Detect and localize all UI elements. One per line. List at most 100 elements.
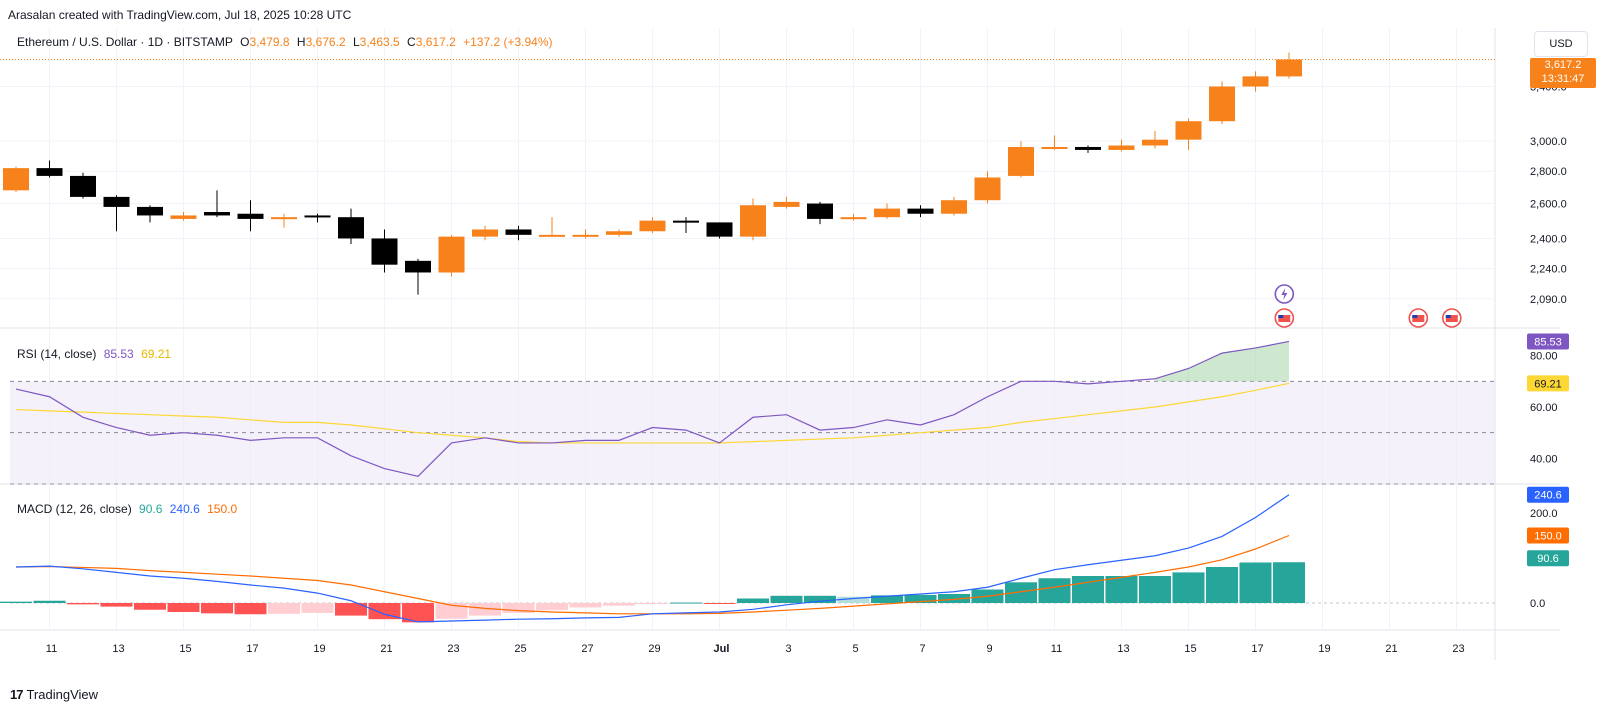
candle-body <box>1008 146 1034 176</box>
macd-histogram-bar <box>1038 578 1071 603</box>
date-tick-label: 29 <box>648 643 660 655</box>
date-tick-label: 3 <box>785 643 791 655</box>
macd-name[interactable]: MACD (12, 26, close) <box>17 502 132 516</box>
candle-body <box>907 208 934 214</box>
macd-histogram-bar <box>770 595 803 603</box>
macd-signal-value: 150.0 <box>207 502 238 516</box>
date-tick-label: 21 <box>1385 643 1397 655</box>
svg-text:150.0: 150.0 <box>1534 531 1562 543</box>
price-tick-label: 2,400.0 <box>1530 233 1567 245</box>
us-flag-event-icon[interactable] <box>1274 308 1295 328</box>
candle-body <box>974 177 1001 201</box>
macd-histogram-bar <box>100 603 133 607</box>
low-value: 3,463.5 <box>359 35 400 49</box>
macd-histogram-bar <box>33 600 66 603</box>
candle-body <box>1276 59 1302 77</box>
currency-button[interactable]: USD <box>1534 31 1588 57</box>
macd-histogram-bar <box>268 603 300 614</box>
candle-body <box>304 215 331 218</box>
macd-histogram-bar <box>569 603 602 608</box>
date-tick-label: 23 <box>447 643 459 655</box>
macd-histogram-bar <box>234 603 267 615</box>
macd-histogram-bar <box>804 595 836 603</box>
us-flag-event-icon[interactable] <box>1408 308 1429 328</box>
rsi-tick-label: 80.00 <box>1530 351 1558 363</box>
candle-body <box>706 222 733 237</box>
open-label: O <box>240 35 250 49</box>
candle-body <box>874 208 900 218</box>
candle-body <box>237 213 264 219</box>
lightning-event-icon[interactable] <box>1274 284 1295 304</box>
symbol-label[interactable]: Ethereum / U.S. Dollar · 1D · BITSTAMP <box>17 35 233 49</box>
candle-body <box>840 217 867 220</box>
macd-histogram-bar <box>871 595 903 603</box>
macd-histogram-bar <box>1105 576 1138 603</box>
macd-histogram-bar <box>469 603 501 616</box>
close-label: C <box>407 35 416 49</box>
macd-histogram-bar <box>402 603 434 623</box>
macd-value-badge: 240.6 <box>1527 486 1569 503</box>
date-tick-label: 5 <box>852 643 858 655</box>
macd-histogram-bar <box>301 603 334 613</box>
macd-histogram-bar <box>904 594 937 603</box>
candle-body <box>204 212 230 216</box>
chart-canvas[interactable]: 2,090.0 2,240.0 2,400.0 2,600.0 2,800.0 3,000… <box>0 0 1600 680</box>
rsi-name[interactable]: RSI (14, close) <box>17 347 97 361</box>
date-tick-label: 27 <box>581 643 593 655</box>
high-label: H <box>296 35 306 49</box>
date-tick-label: 11 <box>46 643 57 655</box>
macd-histogram-bar <box>335 603 367 616</box>
top-bar: Arasalan created with TradingView.com, J… <box>0 0 1600 28</box>
candle-body <box>572 234 599 237</box>
rsi-ma-badge: 69.21 <box>1527 375 1569 392</box>
macd-histogram-bar <box>1273 562 1305 603</box>
candle-body <box>505 229 532 235</box>
price-tick-label: 2,240.0 <box>1530 264 1567 276</box>
macd-histogram-bar <box>837 596 870 603</box>
candle-body <box>606 231 632 235</box>
rsi-value: 85.53 <box>103 347 134 361</box>
macd-histogram-bar <box>1239 562 1272 603</box>
candle-body <box>773 201 800 207</box>
candle-body <box>371 238 398 265</box>
high-value: 3,676.2 <box>305 35 346 49</box>
date-tick-label: 7 <box>919 643 925 655</box>
date-tick-label: 19 <box>1318 643 1330 655</box>
price-tick-label: 2,600.0 <box>1530 199 1567 211</box>
macd-histogram-bar <box>636 603 669 604</box>
rsi-tick-label: 40.00 <box>1530 453 1558 465</box>
macd-histogram-bar <box>1206 567 1238 603</box>
price-tick-label: 2,800.0 <box>1530 166 1567 178</box>
date-tick-label: Jul <box>714 643 730 655</box>
date-tick-label: 17 <box>246 643 258 655</box>
macd-histogram-bar <box>134 603 166 610</box>
candle-body <box>740 205 766 237</box>
date-tick-label: 21 <box>380 643 392 655</box>
macd-tick-label: 0.0 <box>1530 598 1545 610</box>
footer: 17 TradingView <box>10 684 98 704</box>
macd-histogram-bar <box>368 603 401 620</box>
macd-hist-badge: 90.6 <box>1527 550 1569 567</box>
rsi-legend: RSI (14, close) 85.53 69.21 <box>17 347 175 361</box>
macd-histogram-bar <box>737 598 769 603</box>
close-value: 3,617.2 <box>415 35 456 49</box>
tradingview-logo-icon[interactable]: 17 <box>10 686 24 702</box>
svg-text:240.6: 240.6 <box>1534 490 1562 502</box>
candle-body <box>807 203 833 219</box>
date-tick-label: 13 <box>1117 643 1129 655</box>
date-tick-label: 17 <box>1251 643 1263 655</box>
candle-body <box>103 196 130 207</box>
candle-body <box>1041 146 1068 149</box>
macd-line-value: 240.6 <box>169 502 200 516</box>
date-tick-label: 11 <box>1051 643 1062 655</box>
us-flag-event-icon[interactable] <box>1442 308 1462 328</box>
change-value: +137.2 (+3.94%) <box>463 35 553 49</box>
footer-brand[interactable]: TradingView <box>26 686 99 702</box>
credit-text: Arasalan created with TradingView.com, J… <box>8 8 352 22</box>
candle-body <box>539 234 565 237</box>
candle-body <box>1142 139 1168 146</box>
rsi-band <box>10 381 1495 484</box>
macd-histogram-bar <box>670 602 702 604</box>
rsi-ma-line <box>15 382 1290 444</box>
candle-body <box>338 217 364 239</box>
